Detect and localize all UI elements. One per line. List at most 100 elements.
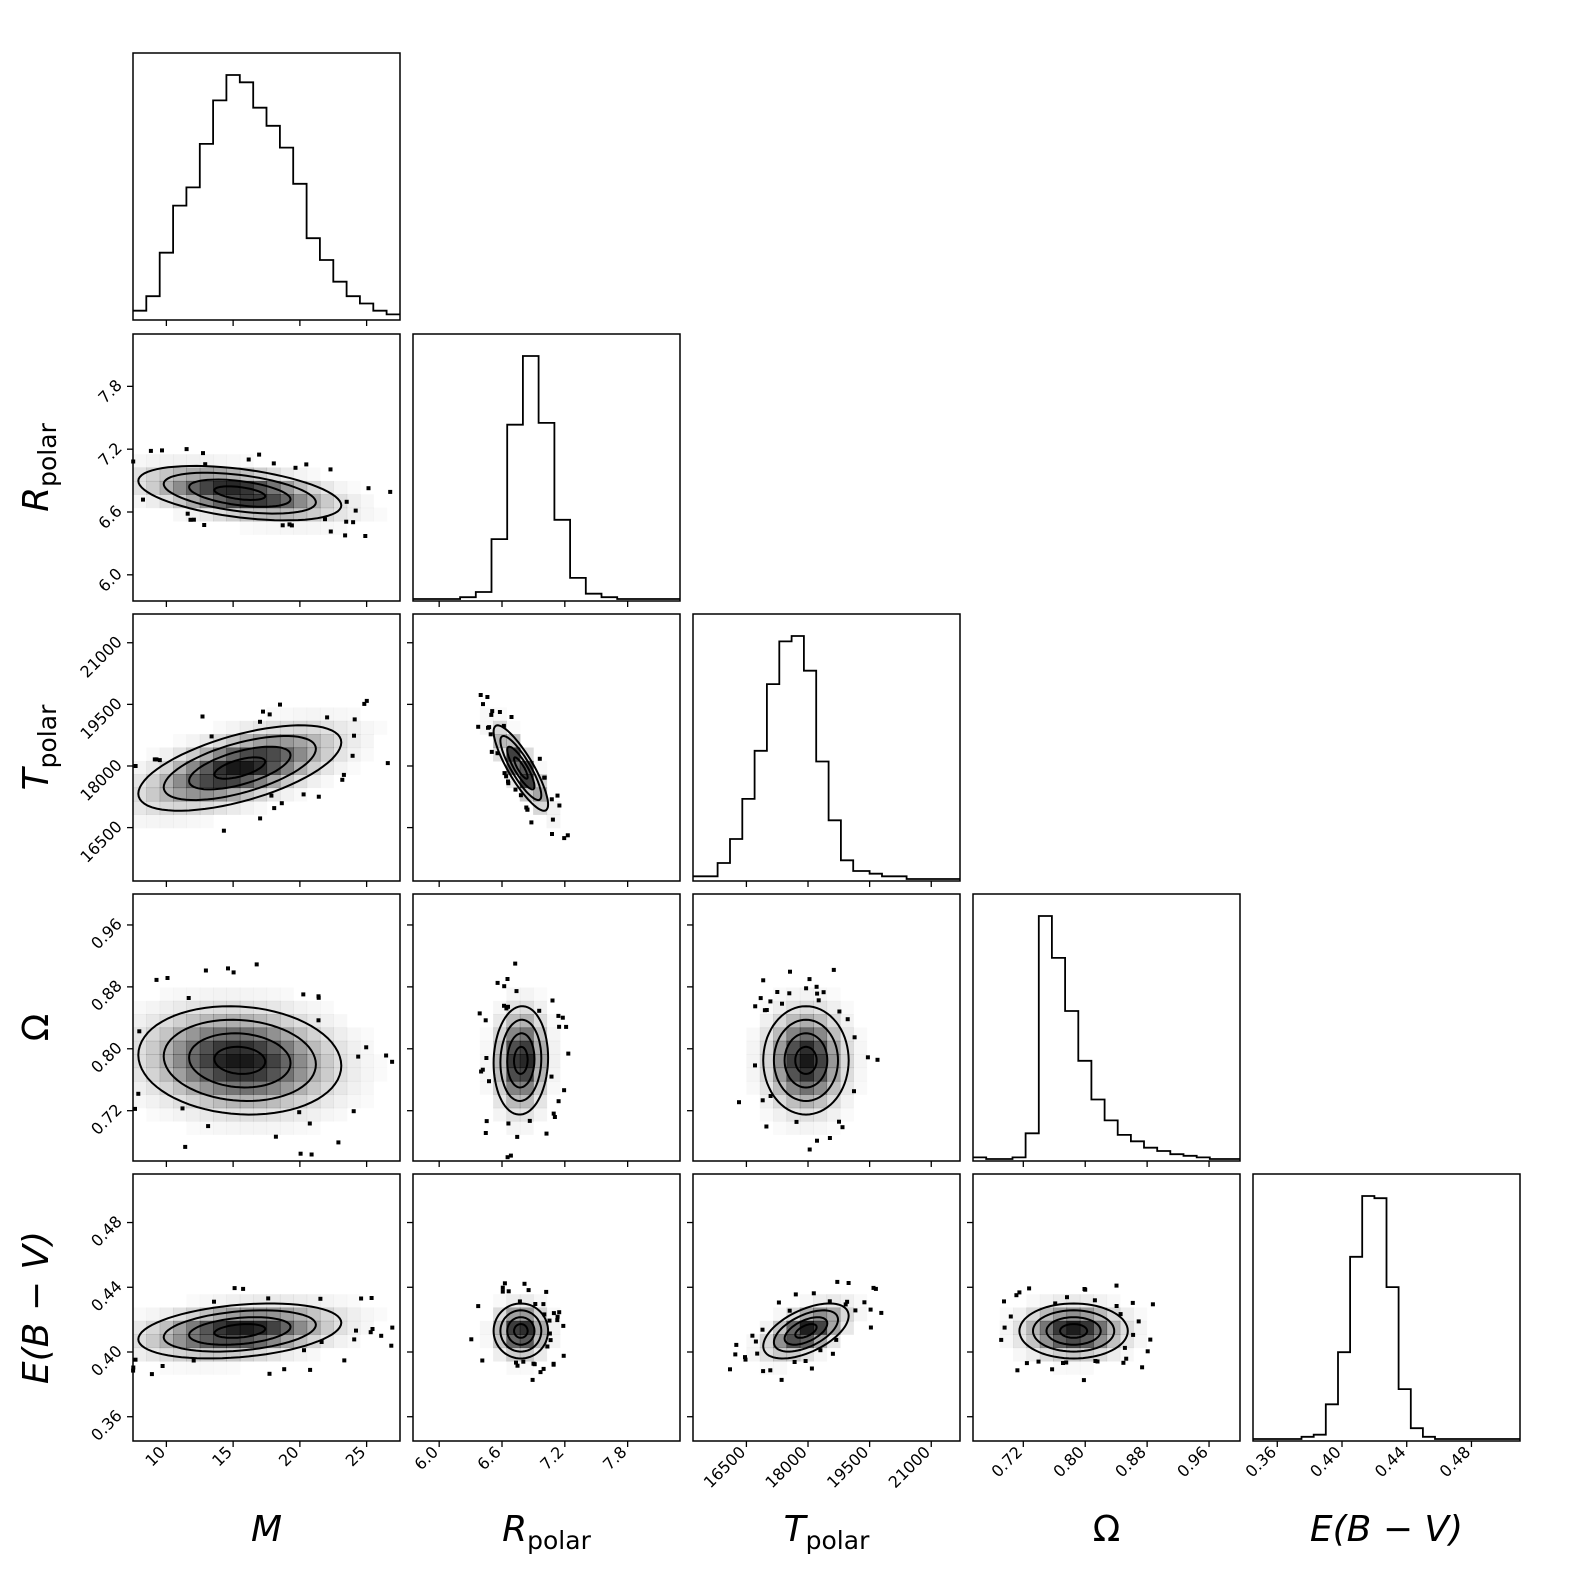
density-cell (199, 1027, 214, 1042)
density-cell (186, 1027, 201, 1042)
contour-0.5sigma (213, 756, 267, 780)
y-tick-label: 0.88 (87, 976, 126, 1015)
outlier-point (165, 976, 170, 980)
density-cell (239, 760, 254, 775)
outlier-point (289, 523, 294, 528)
density-cell (186, 1107, 201, 1122)
outlier-point (753, 1004, 758, 1009)
density-cell (773, 1107, 788, 1122)
density-cell (480, 1321, 494, 1335)
outlier-point (483, 1131, 488, 1135)
density-cell (506, 1027, 521, 1042)
outlier-point (557, 803, 562, 808)
contour-0.5sigma (213, 485, 267, 502)
density-cell (280, 708, 294, 722)
outlier-point (1065, 1295, 1069, 1300)
density-cell (133, 774, 147, 789)
density-cell (266, 1054, 281, 1069)
outlier-point (282, 1367, 287, 1372)
outlier-point (254, 962, 259, 967)
x-tick-label: 20 (275, 1442, 303, 1470)
density-cell (347, 1094, 361, 1108)
density-cell (373, 1068, 387, 1082)
density-cell (306, 734, 321, 749)
density-cell (226, 1067, 241, 1082)
density-cell (333, 747, 348, 762)
density-cell (840, 1108, 854, 1122)
density-cell (333, 1108, 347, 1122)
outlier-point (188, 517, 193, 522)
contour-1sigma (188, 1032, 292, 1089)
panel-frame (132, 893, 401, 1162)
density-cell (213, 1361, 227, 1375)
y-tick-label: 6.6 (94, 501, 125, 532)
density-cell (133, 1094, 147, 1108)
density-cell (186, 787, 201, 802)
outlier-point (1050, 1367, 1055, 1372)
density-cell (199, 1080, 214, 1095)
outlier-point (533, 1302, 538, 1306)
density-cell (173, 1000, 187, 1015)
density-cell (213, 1107, 227, 1122)
density-cell (320, 1001, 334, 1015)
density-cell (173, 814, 187, 829)
outlier-point (308, 1367, 313, 1372)
density-cell (480, 1028, 494, 1042)
density-cell (360, 1068, 374, 1082)
density-cell (333, 480, 348, 495)
density-cell (146, 1054, 161, 1069)
density-cell (293, 1067, 308, 1082)
density-cell (546, 1334, 561, 1349)
density-cell (186, 1000, 201, 1015)
x-axis-label-T_polar: Tpolar (784, 1509, 870, 1555)
density-cell (360, 1054, 374, 1068)
density-cell (319, 1080, 334, 1095)
y-tick-label: 6.0 (94, 564, 125, 595)
outlier-point (241, 1286, 246, 1291)
outlier-point (811, 1291, 816, 1296)
contour-1sigma (188, 745, 292, 791)
density-cell (1133, 1308, 1147, 1322)
density-cell (546, 1320, 561, 1335)
contour-2sigma (492, 724, 550, 812)
density-cell (319, 760, 334, 775)
density-cell (173, 480, 187, 495)
density-cell (186, 734, 201, 749)
density-cell (307, 1348, 321, 1362)
outlier-point (318, 1296, 323, 1301)
outlier-point (388, 489, 393, 494)
outlier-point (1148, 1337, 1153, 1342)
density-cell (239, 987, 254, 1002)
outlier-point (478, 693, 483, 697)
y-axis-label-T_polar: Tpolar (16, 704, 62, 790)
outlier-point (502, 1281, 507, 1286)
density-cell (226, 987, 241, 1002)
density-cell (320, 774, 334, 788)
outlier-point (328, 467, 333, 472)
density-cell (493, 1294, 507, 1308)
density-cell (813, 1067, 828, 1082)
outlier-point (485, 695, 490, 699)
outlier-point (750, 1333, 755, 1338)
density-cell (213, 454, 227, 469)
density-cell (199, 480, 214, 495)
outlier-point (258, 719, 262, 724)
density-cell (253, 1121, 268, 1135)
density-cell (173, 774, 187, 789)
density-cell (773, 1334, 788, 1349)
outlier-point (1036, 1359, 1041, 1364)
panel-frame (1252, 1173, 1521, 1442)
contour-1sigma (188, 478, 292, 508)
density-cell (306, 1040, 321, 1055)
density-cell (306, 720, 321, 735)
density-cell (226, 1027, 241, 1042)
density-cell (280, 521, 294, 535)
outlier-point (316, 794, 321, 799)
density-cell (786, 1054, 801, 1069)
outlier-point (846, 1281, 851, 1285)
density-cell (319, 747, 334, 762)
x-tick-label: 25 (342, 1442, 370, 1470)
density-cell (266, 747, 281, 762)
outlier-point (184, 447, 189, 452)
outlier-point (489, 712, 494, 717)
